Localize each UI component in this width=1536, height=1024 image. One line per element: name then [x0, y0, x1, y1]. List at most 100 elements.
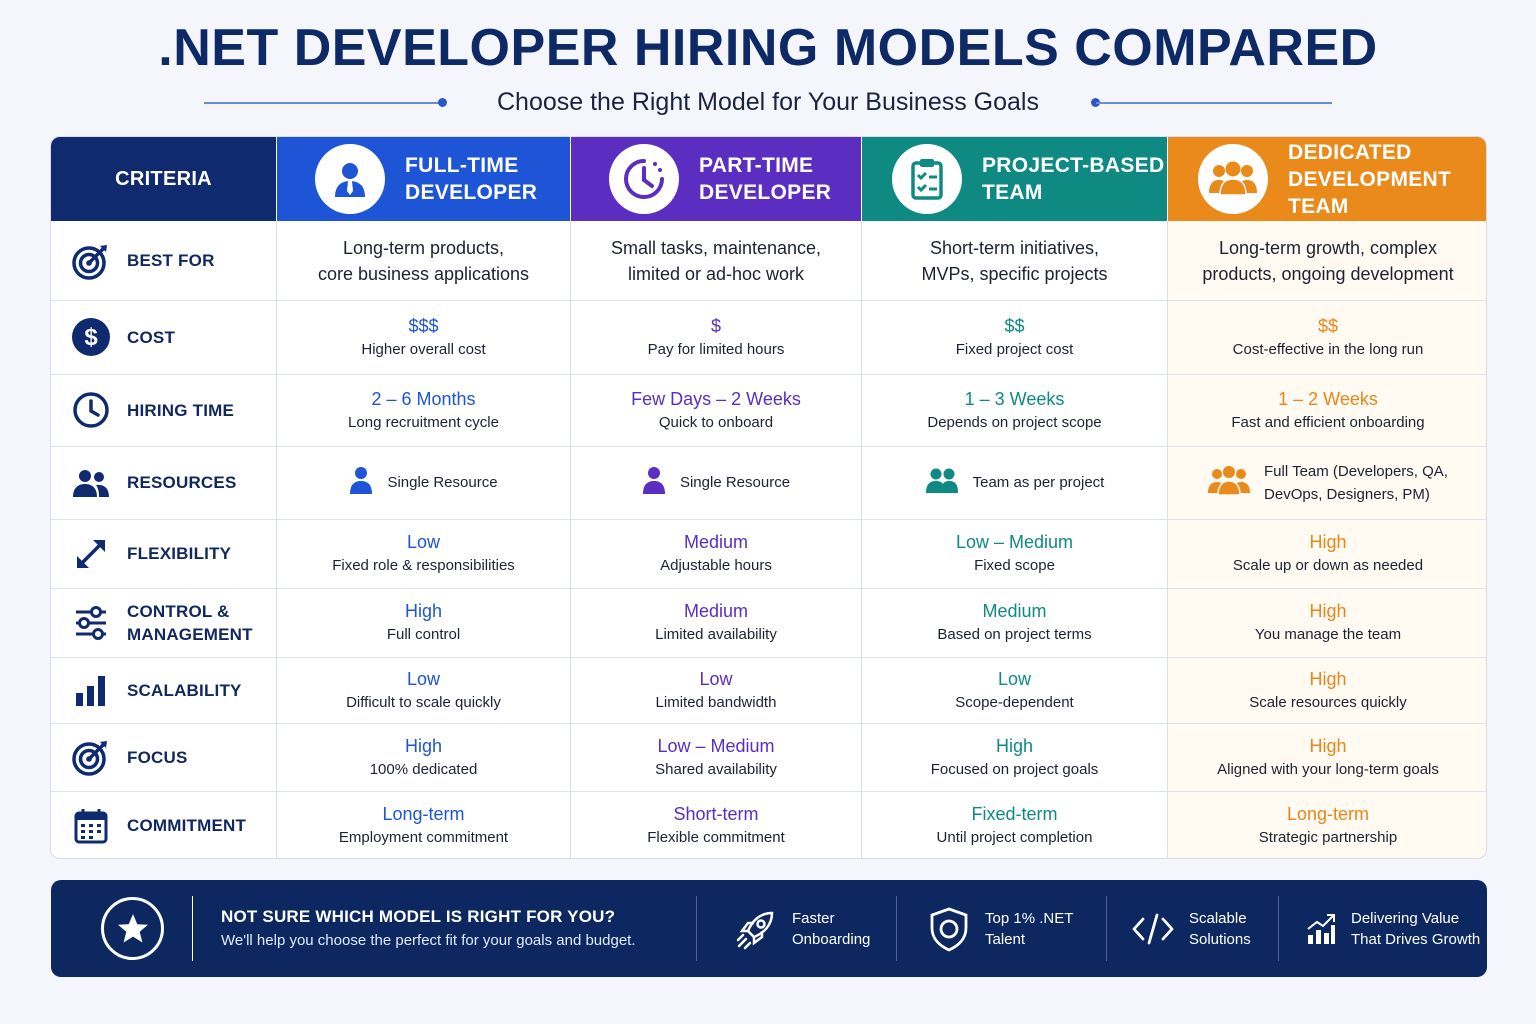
code-icon [1131, 907, 1175, 951]
column-divider [570, 221, 571, 858]
sliders-icon [71, 603, 111, 643]
cell-part-time: Medium Adjustable hours [660, 532, 772, 574]
calendar-icon [71, 806, 111, 846]
criteria-label: FLEXIBILITY [127, 544, 232, 563]
cell-full-time: 2 – 6 Months Long recruitment cycle [348, 388, 499, 431]
cell-full-time: Long-term Employment commitment [338, 804, 509, 846]
criteria-label: FOCUS [127, 747, 188, 767]
cell-dedicated: Long-term Strategic partnership [1258, 804, 1398, 846]
criteria-label: BEST FOR [127, 251, 215, 270]
criteria-cell: COMMITMENT [51, 791, 276, 858]
clipboard-icon [892, 144, 962, 214]
column-divider [861, 221, 862, 858]
rocket-icon [734, 907, 778, 951]
cell-project-based: Low – Medium Fixed scope [955, 532, 1074, 574]
growth-chart-icon [1299, 907, 1343, 951]
row-divider [51, 588, 1486, 589]
resource-text: Full Team (Developers, QA, DevOps, Design… [1264, 462, 1448, 503]
team-icon [1208, 465, 1251, 500]
page-title: .NET DEVELOPER HIRING MODELS COMPARED [158, 19, 1378, 77]
banner-text: We'll help you choose the perfect fit fo… [221, 932, 636, 949]
table-row-focus: FOCUS High 100% dedicated Low – Medium Sha… [51, 723, 1486, 791]
column-header-project-based: PROJECT-BASED TEAM [862, 137, 1167, 221]
feature-text: Delivering Value That Drives Growth [1351, 909, 1481, 948]
table-row-resources: RESOURCES Single Resource Single Resourc… [51, 446, 1486, 519]
cell-dedicated: High Scale up or down as needed [1232, 532, 1424, 574]
decorative-line-left [204, 102, 442, 104]
cell-part-time: Few Days – 2 Weeks Quick to onboard [631, 388, 801, 431]
criteria-cell: HIRING TIME [51, 374, 276, 446]
criteria-label: SCALABILITY [127, 680, 242, 700]
team-icon [1198, 144, 1268, 214]
table-row-hiring-time: HIRING TIME 2 – 6 Months Long recruitment… [51, 374, 1486, 446]
cell-part-time: $ Pay for limited hours [647, 315, 785, 358]
row-divider [51, 374, 1486, 375]
feature-faster-onboarding: Faster Onboarding [734, 880, 870, 977]
cta-banner: NOT SURE WHICH MODEL IS RIGHT FOR YOU? W… [51, 880, 1487, 977]
column-header-part-time: PART-TIME DEVELOPER [571, 137, 861, 221]
column-divider [276, 221, 277, 858]
criteria-cell: FLEXIBILITY [51, 519, 276, 588]
column-header-label: DEDICATED DEVELOPMENT TEAM [1288, 140, 1452, 218]
banner-divider [192, 896, 193, 961]
cell-project-based: 1 – 3 Weeks Depends on project scope [927, 388, 1102, 431]
cell-full-time: Low Fixed role & responsibilities [332, 532, 515, 574]
cell-part-time: Medium Limited availability [655, 601, 777, 643]
criteria-label: HIRING TIME [127, 400, 235, 420]
criteria-cell: SCALABILITY [51, 657, 276, 723]
cell-full-time: Low Difficult to scale quickly [346, 668, 501, 711]
cell-full-time: Long-term products, core business applica… [317, 237, 530, 284]
cell-project-based: Short-term initiatives, MVPs, specific pr… [921, 237, 1108, 284]
cell-project-based: High Focused on project goals [930, 735, 1099, 778]
criteria-label: CONTROL & MANAGEMENT [127, 601, 253, 644]
cell-full-time: High Full control [386, 601, 461, 643]
table-row-commitment: COMMITMENT Long-term Employment commitmen… [51, 791, 1486, 858]
feature-delivering-value: Delivering Value That Drives Growth [1299, 880, 1480, 977]
criteria-header: CRITERIA [51, 137, 276, 221]
decorative-line-right [1096, 102, 1332, 104]
column-header-label: FULL-TIME DEVELOPER [405, 154, 538, 204]
decorative-dot-right [1091, 98, 1100, 107]
criteria-label: COST [127, 327, 176, 347]
row-divider [51, 791, 1486, 792]
decorative-dot-left [438, 98, 447, 107]
banner-heading: NOT SURE WHICH MODEL IS RIGHT FOR YOU? [221, 907, 616, 926]
people-icon [71, 463, 111, 503]
row-divider [51, 446, 1486, 447]
subtitle-bar: Choose the Right Model for Your Business… [0, 86, 1536, 120]
target-icon [71, 241, 111, 281]
column-header-full-time: FULL-TIME DEVELOPER [277, 137, 570, 221]
cell-project-based: Fixed-term Until project completion [936, 804, 1093, 846]
criteria-label: RESOURCES [127, 473, 237, 492]
column-header-label: PART-TIME DEVELOPER [699, 154, 832, 204]
bar-chart-icon [71, 670, 111, 710]
banner-divider [1106, 896, 1107, 961]
dedicated-column-background [1168, 221, 1486, 858]
cell-dedicated: High Scale resources quickly [1249, 668, 1407, 711]
banner-divider [1278, 896, 1279, 961]
feature-top-talent: Top 1% .NET Talent [927, 880, 1073, 977]
clock-icon [71, 390, 111, 430]
column-header-label: PROJECT-BASED TEAM [982, 154, 1165, 204]
table-row-control: CONTROL & MANAGEMENT High Full control Med… [51, 588, 1486, 657]
svg-text:$: $ [84, 324, 98, 351]
table-row-flexibility: FLEXIBILITY Low Fixed role & responsibili… [51, 519, 1486, 588]
table-row-cost: $ COST $$$ Higher overall cost $ Pay for l… [51, 300, 1486, 374]
person-icon [349, 466, 373, 499]
feature-text: Top 1% .NET Talent [985, 909, 1074, 948]
criteria-cell: $ COST [51, 300, 276, 374]
person-icon [642, 466, 666, 499]
column-divider [1167, 221, 1168, 858]
target-icon [71, 737, 111, 777]
row-divider [51, 723, 1486, 724]
criteria-cell: FOCUS [51, 723, 276, 791]
cell-project-based: Low Scope-dependent [955, 668, 1074, 711]
criteria-cell: CONTROL & MANAGEMENT [51, 588, 276, 657]
expand-arrows-icon [71, 534, 111, 574]
row-divider [51, 519, 1486, 520]
cell-part-time: Short-term Flexible commitment [647, 804, 785, 846]
dollar-icon: $ [71, 317, 111, 357]
cell-full-time: High 100% dedicated [369, 735, 478, 778]
cell-dedicated: 1 – 2 Weeks Fast and efficient onboarding [1231, 388, 1425, 431]
cell-project-based: Medium Based on project terms [937, 601, 1092, 643]
